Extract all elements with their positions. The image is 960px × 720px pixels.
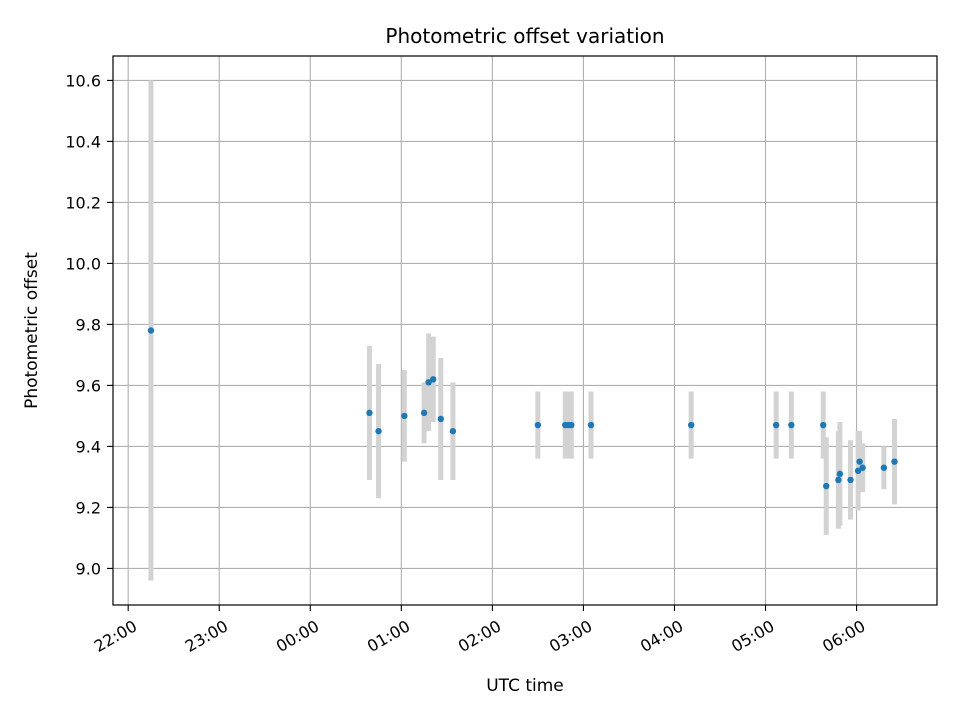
- x-tick-label: 06:00: [819, 616, 868, 656]
- y-tick-label: 9.4: [76, 437, 101, 456]
- data-point: [449, 427, 457, 435]
- y-tick-label: 10.2: [65, 193, 101, 212]
- y-tick-label: 9.0: [76, 559, 101, 578]
- data-point: [836, 470, 844, 478]
- data-point: [859, 464, 866, 471]
- data-point: [823, 482, 830, 490]
- x-axis-label: UTC time: [486, 676, 564, 696]
- y-tick-label: 9.6: [76, 376, 101, 395]
- data-point: [891, 458, 898, 465]
- y-tick-label: 10.6: [65, 71, 101, 90]
- data-point: [425, 379, 432, 386]
- plot-area-frame: [112, 55, 938, 606]
- data-point: [856, 458, 863, 465]
- data-point: [375, 427, 382, 435]
- data-point: [847, 476, 854, 484]
- x-tick-label: 01:00: [364, 616, 413, 656]
- data-point: [534, 421, 542, 429]
- y-tick-label: 9.8: [76, 315, 101, 334]
- data-point: [147, 327, 155, 334]
- chart-title: Photometric offset variation: [385, 24, 664, 48]
- x-tick-label: 04:00: [637, 616, 686, 656]
- data-point: [687, 421, 695, 429]
- data-point: [819, 421, 827, 429]
- data-point: [788, 421, 795, 429]
- error-bars: [148, 80, 898, 581]
- x-tick-label: 00:00: [273, 616, 322, 656]
- data-point: [366, 409, 373, 417]
- data-point: [854, 467, 862, 474]
- x-tick-label: 23:00: [182, 616, 231, 656]
- y-axis-label: Photometric offset: [22, 252, 42, 409]
- data-point: [568, 421, 575, 429]
- x-tick-label: 02:00: [455, 616, 504, 656]
- y-tick-label: 10.4: [65, 132, 101, 151]
- data-point: [587, 421, 595, 429]
- data-point: [772, 421, 780, 429]
- data-points: [147, 327, 898, 490]
- data-point: [437, 415, 444, 423]
- data-point: [880, 464, 888, 471]
- x-tick-label: 22:00: [91, 616, 140, 656]
- grid-lines: [113, 56, 937, 605]
- x-tick-label: 03:00: [546, 616, 595, 656]
- y-tick-label: 10.0: [65, 254, 101, 273]
- data-point: [429, 376, 437, 383]
- data-point: [401, 412, 408, 420]
- data-point: [420, 409, 428, 417]
- data-point: [835, 476, 842, 484]
- x-tick-label: 05:00: [728, 616, 777, 656]
- y-tick-label: 9.2: [76, 498, 101, 517]
